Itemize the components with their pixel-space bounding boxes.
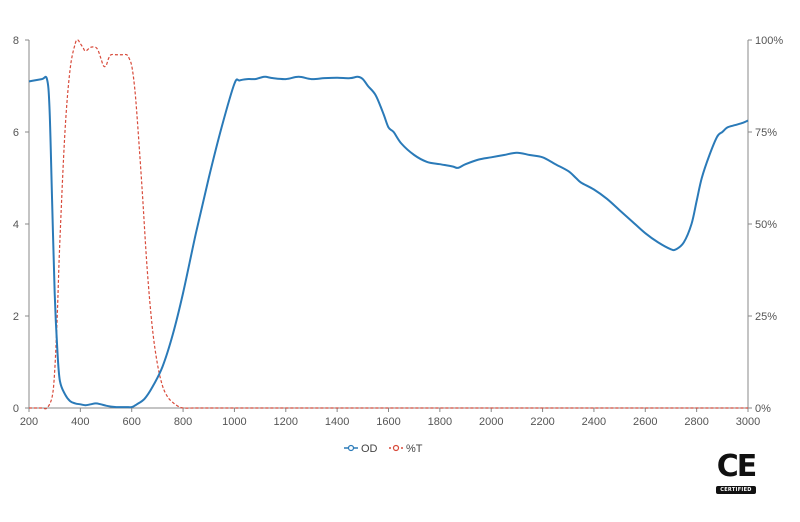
y-right-tick-label: 100% (755, 35, 783, 47)
series-layer (28, 39, 749, 410)
x-tick-label: 1400 (325, 416, 349, 428)
y-right-tick-label: 75% (755, 127, 777, 139)
x-tick-label: 2800 (684, 416, 708, 428)
x-tick-label: 2200 (530, 416, 554, 428)
legend[interactable]: OD %T (344, 443, 423, 455)
y-left-tick-label: 0 (13, 403, 19, 415)
legend-label: %T (406, 443, 423, 455)
x-tick-label: 1000 (222, 416, 246, 428)
legend-swatch-marker (392, 444, 400, 452)
x-tick-label: 2000 (479, 416, 503, 428)
legend-item-percent-t[interactable]: %T (389, 443, 423, 455)
axes (25, 39, 752, 412)
x-tick-label: 200 (20, 416, 38, 428)
ce-mark: CE (716, 449, 758, 484)
x-tick-label: 800 (174, 416, 192, 428)
y-left-tick-label: 4 (13, 219, 19, 231)
x-tick-label: 1600 (376, 416, 400, 428)
series-line-percent-t (29, 39, 748, 410)
series-line-od (28, 75, 749, 409)
x-tick-label: 400 (71, 416, 89, 428)
ce-certified-caption: CERTIFIED (716, 486, 756, 494)
ce-certified-logo: CE CERTIFIED (712, 452, 760, 498)
y-left-tick-label: 8 (13, 35, 19, 47)
tick-labels: 200 400 600 800 1000 1200 1400 1600 1800 2000 2200… (13, 35, 783, 428)
x-tick-label: 3000 (736, 416, 760, 428)
legend-label: OD (361, 443, 378, 455)
y-right-tick-label: 25% (755, 311, 777, 323)
x-tick-label: 2600 (633, 416, 657, 428)
legend-item-od[interactable]: OD (344, 443, 378, 455)
y-left-tick-label: 6 (13, 127, 19, 139)
x-tick-label: 1200 (274, 416, 298, 428)
x-tick-label: 2400 (582, 416, 606, 428)
y-right-tick-label: 50% (755, 219, 777, 231)
y-right-tick-label: 0% (755, 403, 771, 415)
legend-swatch-marker (347, 444, 355, 452)
x-tick-label: 600 (123, 416, 141, 428)
y-left-tick-label: 2 (13, 311, 19, 323)
x-tick-label: 1800 (428, 416, 452, 428)
